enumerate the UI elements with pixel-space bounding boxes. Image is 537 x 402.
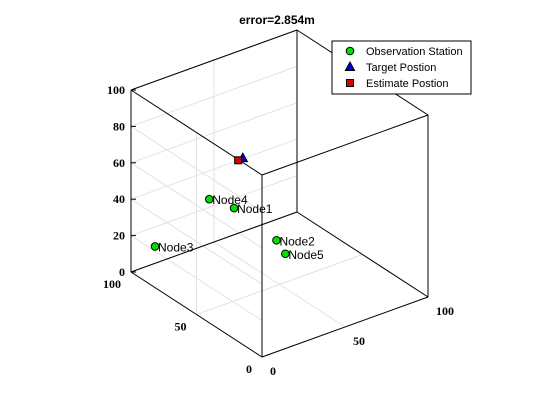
z-tick-label: 0 [119,265,125,279]
node-label: Node1 [237,202,273,216]
x-tick-label: 100 [436,304,454,318]
data-point [204,194,214,204]
chart-title: error=2.854m [239,13,315,27]
data-points: Node1 Node2 Node3 Node4 Node5 [150,152,324,262]
legend-label: Estimate Postion [366,78,449,90]
legend-label: Observation Station [366,46,463,58]
legend-marker [346,79,354,87]
y-tick-label: 100 [103,277,121,291]
z-tick-label: 40 [113,192,125,206]
box-edge [130,29,298,91]
x-tick-label: 0 [270,364,276,378]
z-tick-label: 80 [113,119,125,133]
node-label: Node4 [212,193,248,207]
node-label: Node2 [279,234,315,248]
legend: Observation Station Target Postion Estimat… [331,40,472,95]
data-point [281,249,290,259]
z-tick-label: 100 [107,83,125,97]
node-label: Node5 [288,248,324,262]
data-point [229,203,239,213]
box-edge [261,296,429,358]
box-edge [130,271,263,358]
box-edge [261,114,429,176]
data-point [272,235,281,245]
legend-marker [344,60,356,71]
y-tick-label: 0 [246,362,252,376]
y-tick-label: 50 [175,320,187,334]
box-edge [130,211,298,273]
node-label: Node3 [158,240,194,254]
data-point [150,242,160,251]
legend-marker [345,46,355,56]
legend-box [331,40,472,95]
x-tick-label: 50 [353,334,365,348]
data-point [234,156,243,165]
z-tick-label: 60 [113,156,125,170]
legend-label: Target Postion [366,62,436,74]
gridline [196,254,363,315]
z-tick-label: 20 [113,229,125,243]
box-edge [296,211,429,298]
